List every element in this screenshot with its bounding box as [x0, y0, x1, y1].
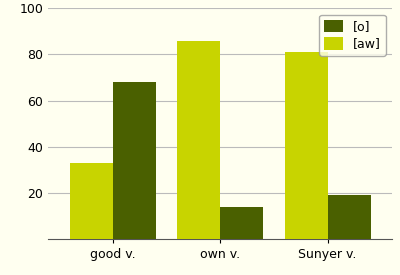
- Bar: [328, 195, 370, 239]
- Bar: [112, 82, 156, 239]
- Bar: [70, 163, 112, 239]
- Legend: [o], [aw]: [o], [aw]: [319, 15, 386, 56]
- Bar: [177, 41, 220, 239]
- Bar: [284, 52, 328, 239]
- Bar: [220, 207, 263, 239]
